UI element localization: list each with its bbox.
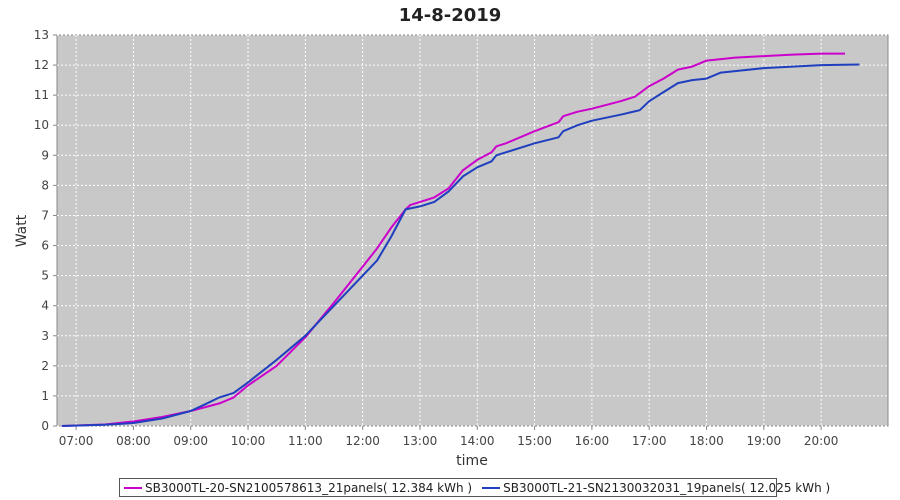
- y-tick-label: 6: [41, 239, 49, 253]
- x-tick-label: 15:00: [517, 434, 552, 448]
- x-axis-label: time: [456, 453, 488, 469]
- y-tick-label: 12: [34, 58, 49, 72]
- y-axis-label: Watt: [14, 214, 30, 247]
- series-line-2: [61, 63, 860, 427]
- series-line-1: [61, 52, 845, 427]
- x-tick-label: 10:00: [231, 434, 266, 448]
- x-tick-label: 07:00: [59, 434, 94, 448]
- x-tick-label: 12:00: [345, 434, 380, 448]
- y-tick-label: 7: [41, 208, 49, 222]
- legend-swatch-series-1: [124, 486, 142, 489]
- y-tick-label: 0: [41, 419, 49, 433]
- y-tick-label: 9: [41, 148, 49, 162]
- legend-item-series-1: SB3000TL-20-SN2100578613_21panels( 12.38…: [124, 481, 472, 495]
- y-tick-label: 11: [34, 88, 49, 102]
- x-tick-label: 13:00: [403, 434, 438, 448]
- y-tick-label: 4: [41, 299, 49, 313]
- x-tick-label: 09:00: [173, 434, 208, 448]
- x-tick-label: 08:00: [116, 434, 151, 448]
- legend-label-series-1: SB3000TL-20-SN2100578613_21panels( 12.38…: [145, 480, 473, 495]
- y-tick-label: 3: [41, 329, 49, 343]
- x-tick-label: 19:00: [747, 434, 782, 448]
- legend: SB3000TL-20-SN2100578613_21panels( 12.38…: [119, 478, 830, 497]
- y-tick-label: 5: [41, 269, 49, 283]
- x-tick-label: 17:00: [632, 434, 667, 448]
- legend-label-series-2: SB3000TL-21-SN2130032031_19panels( 12.02…: [503, 480, 831, 495]
- x-axis-ticks: 07:00 08:00 09:00 10:00 11:00 12:00 13:00 14:00…: [59, 426, 839, 448]
- grid: [57, 34, 888, 427]
- y-tick-label: 13: [34, 28, 49, 42]
- y-tick-label: 2: [41, 359, 49, 373]
- x-tick-label: 20:00: [804, 434, 839, 448]
- x-tick-label: 16:00: [575, 434, 610, 448]
- y-tick-label: 1: [41, 389, 49, 403]
- legend-swatch-series-2: [482, 486, 501, 489]
- chart-title: 14-8-2019: [399, 5, 502, 26]
- legend-item-series-2: SB3000TL-21-SN2130032031_19panels( 12.02…: [482, 481, 830, 495]
- y-tick-label: 10: [34, 118, 49, 132]
- x-tick-label: 11:00: [288, 434, 323, 448]
- x-tick-label: 18:00: [689, 434, 724, 448]
- series-lines: [61, 52, 860, 427]
- y-tick-label: 8: [41, 178, 49, 192]
- x-tick-label: 14:00: [460, 434, 495, 448]
- plot-area: [56, 34, 889, 427]
